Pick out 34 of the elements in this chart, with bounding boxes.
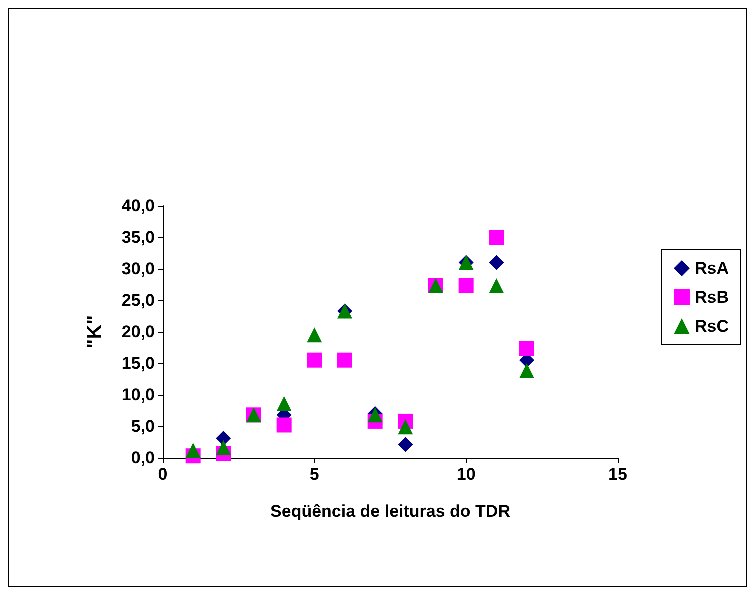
x-axis-title: Seqüência de leituras do TDR <box>270 502 510 521</box>
y-tick-label: 5,0 <box>131 417 155 436</box>
point <box>276 396 292 412</box>
x-tick-label: 10 <box>456 465 476 484</box>
x-tick-label: 5 <box>310 465 320 484</box>
y-tick-label: 20,0 <box>122 322 155 342</box>
point <box>276 418 292 433</box>
y-axis-title: "K" <box>84 315 106 349</box>
point <box>186 442 201 458</box>
legend-label: RsC <box>694 317 730 336</box>
y-tick-label: 0,0 <box>131 448 155 468</box>
point <box>216 440 232 456</box>
point <box>216 430 232 446</box>
point <box>307 352 322 368</box>
point <box>398 437 414 452</box>
legend-label: RsA <box>694 259 730 278</box>
point <box>489 230 504 245</box>
y-tick-label: 35,0 <box>122 228 155 247</box>
point <box>398 420 414 435</box>
y-tick-label: 15,0 <box>122 354 155 373</box>
point <box>489 278 504 294</box>
legend-label: RsB <box>694 288 730 307</box>
point <box>307 328 322 343</box>
y-tick-label: 40,0 <box>122 196 155 216</box>
point <box>520 342 534 357</box>
x-tick-label: 15 <box>608 465 628 484</box>
y-tick-label: 25,0 <box>122 291 155 310</box>
y-tick-label: 30,0 <box>122 260 155 278</box>
y-tick-label: 10,0 <box>122 386 155 404</box>
point <box>458 278 474 294</box>
point <box>489 255 504 270</box>
point <box>338 352 352 368</box>
point <box>520 364 534 379</box>
x-tick-label: 0 <box>158 465 168 484</box>
